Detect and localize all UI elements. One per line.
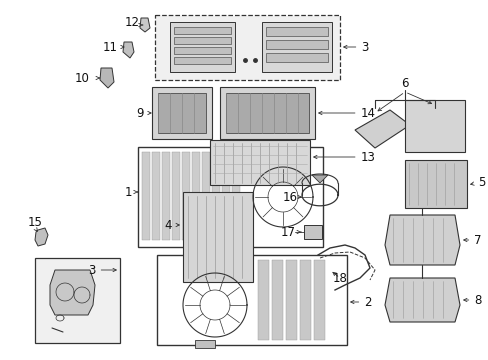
Text: 7: 7 [463,234,481,247]
Bar [404,100,464,152]
Bar [155,15,339,80]
Bar [265,53,327,62]
Text: 16: 16 [282,190,301,203]
Bar [152,87,212,139]
Bar [404,160,466,208]
Bar [183,192,252,282]
Bar [157,255,346,345]
Polygon shape [100,68,114,88]
Text: 8: 8 [463,293,481,306]
Bar [265,40,327,49]
Text: 3: 3 [343,41,368,54]
Text: 15: 15 [27,216,42,229]
Polygon shape [384,215,459,265]
Bar [225,93,308,133]
Text: 14: 14 [318,107,375,120]
Bar [174,37,230,44]
Text: 1: 1 [124,185,137,198]
Bar [258,260,268,340]
Bar [192,152,200,240]
Bar [304,225,321,239]
Text: 13: 13 [313,150,375,163]
Text: 4: 4 [164,219,179,231]
Polygon shape [123,42,134,58]
Bar [35,258,120,343]
Bar [222,152,229,240]
Bar [220,87,314,139]
Text: 2: 2 [350,296,371,309]
Bar [142,152,150,240]
Text: 17: 17 [280,225,301,239]
Bar [209,140,309,185]
Bar [138,147,323,247]
Bar [202,152,209,240]
Polygon shape [311,175,327,183]
Bar [265,27,327,36]
Polygon shape [384,278,459,322]
Bar [174,57,230,64]
Bar [212,152,220,240]
Bar [271,260,283,340]
Bar [231,152,240,240]
Text: 12: 12 [124,15,139,28]
Bar [262,22,331,72]
Polygon shape [354,110,409,148]
Text: 10: 10 [74,72,89,85]
Bar [174,27,230,34]
Bar [299,260,310,340]
Text: 11: 11 [102,41,117,54]
Text: 18: 18 [332,271,347,284]
Bar [170,22,235,72]
Bar [152,152,160,240]
Polygon shape [140,18,150,32]
Text: 3: 3 [88,264,116,276]
Bar [162,152,170,240]
Bar [313,260,325,340]
Text: 5: 5 [469,176,485,189]
Polygon shape [50,270,95,315]
Bar [172,152,180,240]
Text: 6: 6 [401,77,408,90]
Bar [158,93,205,133]
Text: 9: 9 [136,107,151,120]
Bar [195,340,215,348]
Polygon shape [35,228,48,246]
Bar [174,47,230,54]
Bar [285,260,296,340]
Bar [182,152,190,240]
